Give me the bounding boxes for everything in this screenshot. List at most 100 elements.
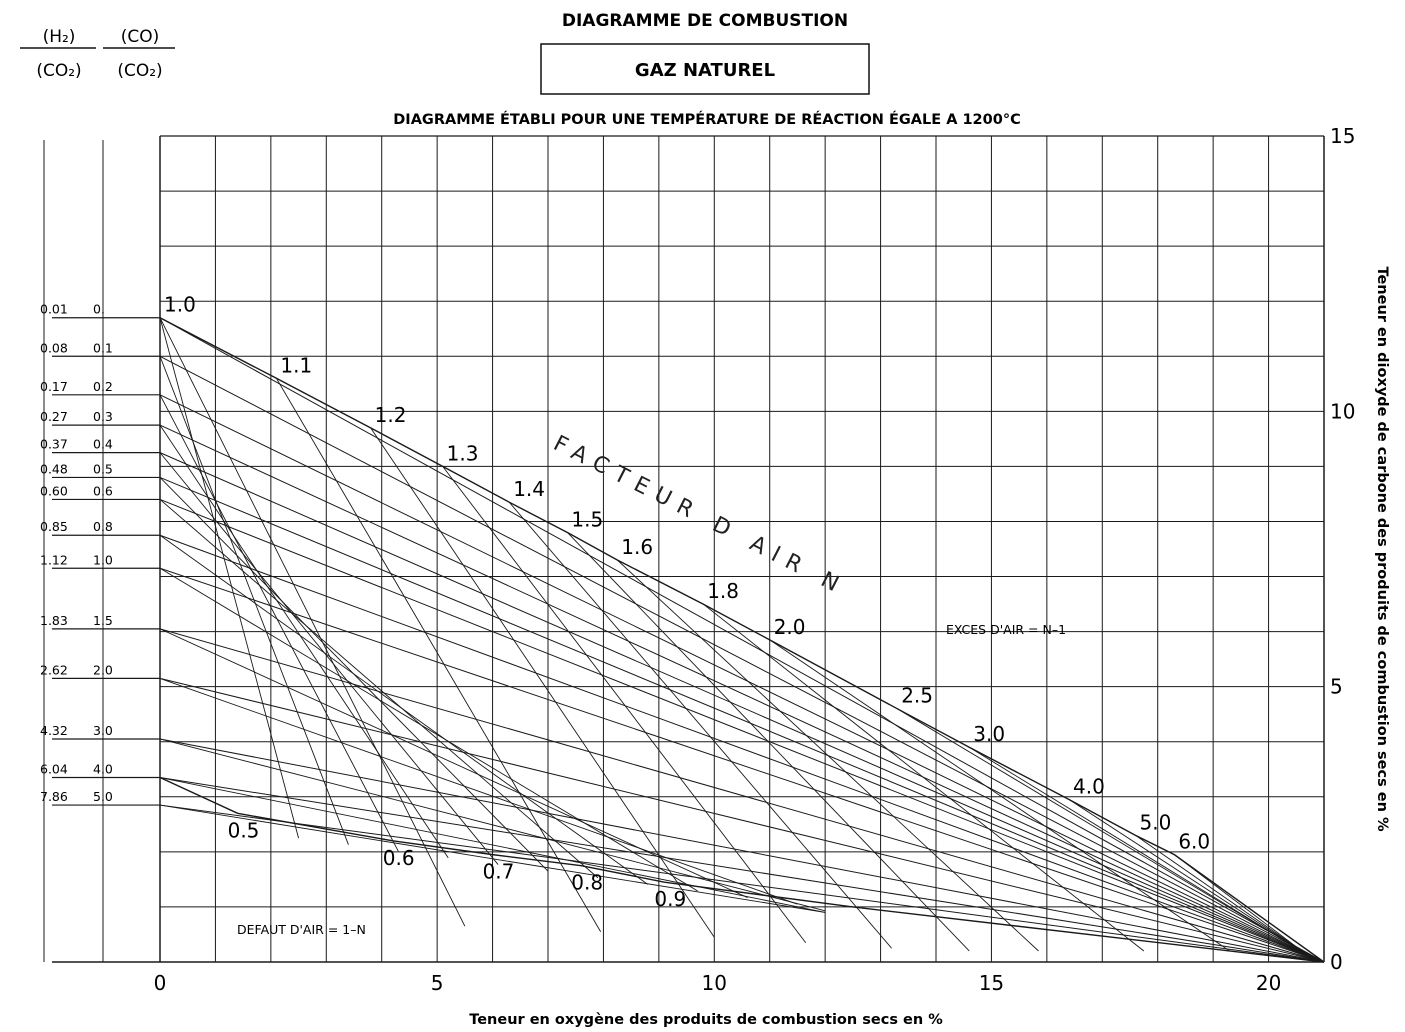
ratio-co-label: 3.0 [93,723,113,738]
air-defect-value: 0.6 [383,846,415,870]
h2-denominator: (CO₂) [36,61,81,81]
y-tick-label: 5 [1330,675,1343,699]
chart-title: DIAGRAMME DE COMBUSTION [562,11,848,31]
x-axis-label: Teneur en oxygène des produits de combus… [469,1012,943,1028]
ratio-fan-line [159,317,1325,963]
iso-factor-line [159,804,826,913]
ratio-h2-label: 0.48 [40,461,68,476]
excess-air-curve [159,317,1325,963]
ratio-h2-label: 0.85 [40,519,68,534]
y-tick-label: 15 [1330,124,1355,148]
y-tick-label: 0 [1330,950,1343,974]
ratio-h2-label: 1.12 [40,552,68,567]
h2-header: (H₂) [43,27,76,47]
air-factor-value: 1.6 [621,535,653,559]
ratio-co-label: 0.8 [93,519,113,534]
ratio-fan-line [159,777,1325,963]
ratio-h2-label: 0.08 [40,340,68,355]
ratio-co-label: 1.0 [93,552,113,567]
iso-factor-line [896,708,1303,952]
ratio-fan-line [159,534,1325,963]
air-factor-value: 1.4 [513,477,545,501]
x-tick-label: 10 [702,971,727,995]
air-factor-value: 1.1 [280,353,312,377]
air-defect-value: 0.5 [228,818,260,842]
ratio-h2-label: 2.62 [40,662,68,677]
ratio-co-label: 0.2 [93,379,113,394]
ratio-co-label: 1.5 [93,613,113,628]
x-tick-label: 15 [979,971,1004,995]
iso-factor-line [159,777,826,913]
ratio-fan-line [159,394,1325,963]
excess-air-label: EXCES D'AIR = N–1 [946,622,1066,637]
co-denominator: (CO₂) [117,61,162,81]
ratio-h2-label: 1.83 [40,613,68,628]
iso-factor-line [159,628,748,898]
iso-factor-line [159,424,449,859]
chart-subtitle: GAZ NATUREL [635,60,775,81]
ratio-fan-lines [52,317,1325,963]
iso-factor-line [1135,834,1303,952]
air-factor-curves [159,317,1325,963]
ratio-h2-label: 6.04 [40,762,68,777]
iso-factor-line [159,534,649,885]
ratio-co-label: 0.5 [93,461,113,476]
iso-factor-line [159,567,698,892]
iso-factor-line [969,746,1303,952]
air-factor-value: 6.0 [1178,830,1210,854]
ratio-fan-line [159,424,1325,963]
iso-factor-line [567,532,970,952]
ratio-co-label: 2.0 [93,662,113,677]
ratio-h2-label: 0.01 [40,302,68,317]
ratio-fan-line [159,738,1325,963]
air-factor-value: 1.5 [571,507,603,531]
air-factor-value: 1.2 [375,403,407,427]
iso-factor-line [702,603,1145,952]
iso-factor-line [159,394,399,852]
ratio-co-label: 0.4 [93,437,113,452]
ratio-fan-line [159,804,1325,963]
ratio-co-label: 4.0 [93,762,113,777]
air-defect-value: 0.8 [571,871,603,895]
plot-frame [43,135,1325,963]
air-factor-value: 1.3 [447,441,479,465]
ratio-fan-line [159,677,1325,963]
air-defect-value: 0.7 [483,860,515,884]
ratio-h2-label: 0.37 [40,437,68,452]
iso-factor-line [276,378,602,932]
iso-factor-line [1068,799,1303,952]
co-header: (CO) [121,27,160,47]
ratio-fan-line [159,476,1325,963]
iso-factor-line [442,466,807,943]
air-factor-value: 2.5 [901,684,933,708]
ratio-co-label: 0.6 [93,483,113,498]
iso-factor-line [616,559,1039,952]
labels: 0 5 10 15 20 0 5 10 15 0.01 0. 0.08 0.1 0.17 0.2 0.27 0.… [40,124,1355,995]
y-tick-label: 10 [1330,399,1355,423]
ratio-h2-label: 7.86 [40,789,68,804]
iso-factor-line [159,677,798,905]
chart-note: DIAGRAMME ÉTABLI POUR UNE TEMPÉRATURE DE… [393,111,1020,128]
x-tick-label: 0 [154,971,167,995]
iso-factor-line [769,639,1231,952]
air-factor-value: 1.8 [707,579,739,603]
iso-factor-line [159,356,349,845]
ratio-co-label: 0.3 [93,409,113,424]
ratio-co-label: 0. [93,302,105,317]
ratio-h2-label: 0.27 [40,409,68,424]
air-factor-value: 5.0 [1140,810,1172,834]
ratio-fan-line [159,498,1325,963]
ratio-fan-line [159,567,1325,963]
subtitle-box [540,43,870,95]
ratio-fan-line [159,452,1325,963]
air-factor-value: 2.0 [774,615,806,639]
air-factor-value: 4.0 [1073,775,1105,799]
ratio-co-label: 5.0 [93,789,113,804]
iso-factor-line [159,499,599,879]
iso-factor-line [159,317,300,839]
iso-factor-line [159,452,499,865]
y-axis-label: Teneur en dioxyde de carbone des produit… [1374,266,1390,832]
ratio-co-label: 0.1 [93,340,113,355]
iso-factor-line [370,427,715,938]
